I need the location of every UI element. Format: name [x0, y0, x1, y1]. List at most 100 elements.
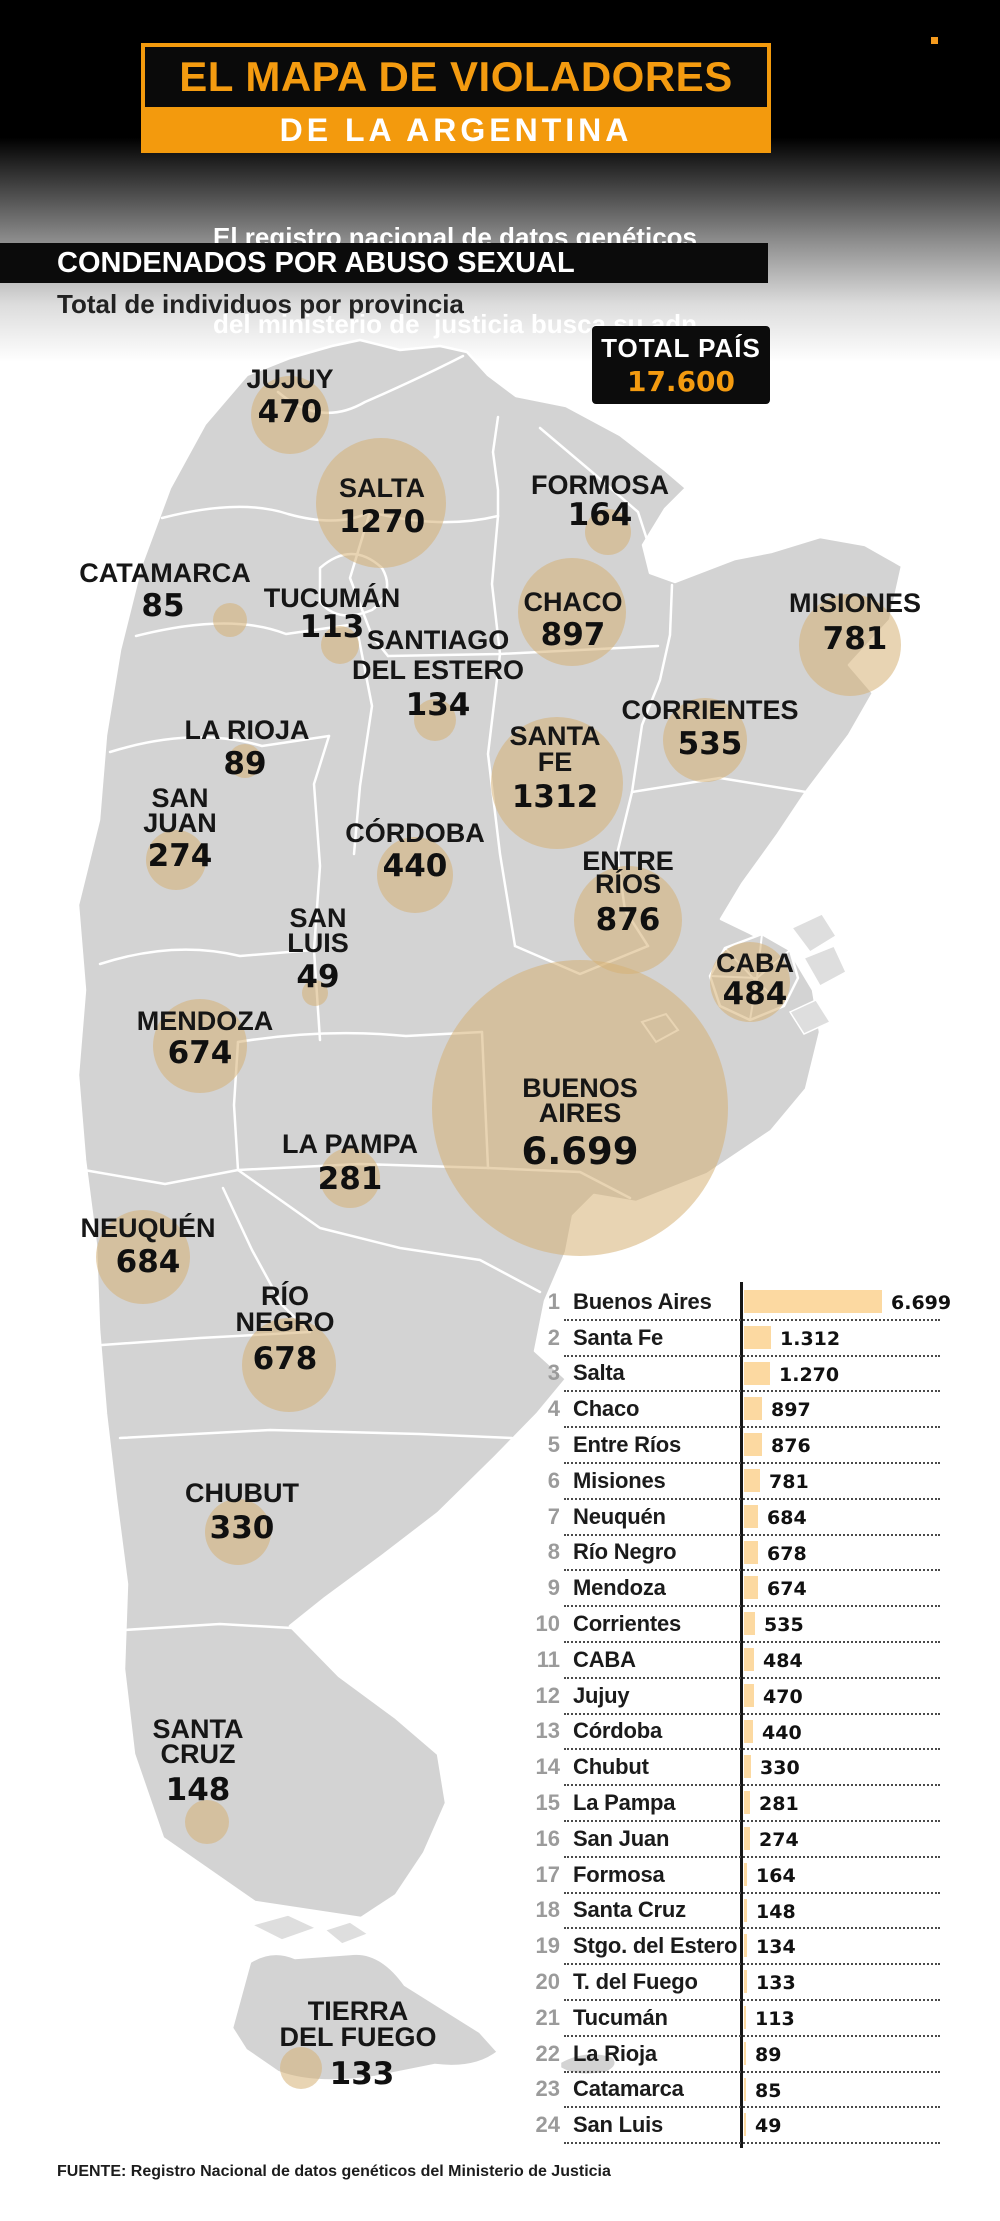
province-name-text: LA RIOJA — [184, 715, 309, 745]
rank-number: 22 — [535, 2040, 560, 2066]
ranking-row-tucuman: 21 Tucumán 113 — [528, 2000, 992, 2037]
ranking-row-jujuy: 12 Jujuy 470 — [528, 1678, 992, 1715]
province-value-text: 6.699 — [521, 1130, 638, 1173]
rank-bar — [744, 2077, 746, 2101]
row-dotted-divider — [564, 1390, 940, 1393]
rank-province-name: Salta — [573, 1360, 625, 1386]
rank-value: 6.699 — [891, 1292, 952, 1314]
rank-number: 4 — [547, 1396, 560, 1422]
row-dotted-divider — [564, 1676, 940, 1679]
row-dotted-divider — [564, 1998, 940, 2001]
ranking-row-caba: 11 CABA 484 — [528, 1642, 992, 1679]
ranking-row-salta: 3 Salta 1.270 — [528, 1356, 992, 1393]
province-name-text: RÍO — [261, 1280, 309, 1311]
province-name-text: JUJUY — [246, 364, 333, 394]
rank-bar — [744, 1325, 771, 1349]
bubble-jujuy — [251, 376, 329, 454]
rank-province-name: Misiones — [573, 1467, 666, 1493]
province-name-text: SANTA — [153, 1714, 244, 1744]
rank-value: 281 — [759, 1793, 799, 1816]
ranking-row-san-luis: 24 San Luis 49 — [528, 2107, 992, 2145]
ranking-row-mendoza: 9 Mendoza 674 — [528, 1570, 992, 1608]
rank-bar — [744, 2041, 746, 2065]
rank-province-name: Mendoza — [573, 1575, 666, 1601]
province-name-text: SAN — [151, 783, 208, 813]
ranking-row-rio-negro: 8 Río Negro 678 — [528, 1535, 992, 1572]
rank-province-name: Neuquén — [573, 1503, 666, 1529]
row-dotted-divider — [564, 1569, 940, 1572]
province-value-text: 330 — [210, 1510, 275, 1546]
ranking-row-cordoba: 13 Córdoba 440 — [528, 1714, 992, 1751]
ranking-row-santa-fe: 2 Santa Fe 1.312 — [528, 1320, 992, 1357]
province-value-text: 148 — [166, 1772, 231, 1808]
bubble-entre-rios — [574, 866, 682, 974]
rank-number: 3 — [547, 1360, 560, 1386]
bubble-caba — [710, 942, 790, 1022]
ranking-row-la-rioja: 22 La Rioja 89 — [528, 2036, 992, 2073]
rank-number: 8 — [547, 1539, 560, 1565]
rank-province-name: Corrientes — [573, 1611, 682, 1637]
bubble-corrientes — [663, 698, 747, 782]
province-value-text: 164 — [568, 497, 633, 533]
rank-value: 274 — [759, 1828, 799, 1851]
rank-province-name: Entre Ríos — [573, 1432, 682, 1458]
province-value-text: 781 — [823, 621, 888, 657]
bubble-santa-fe — [491, 717, 623, 849]
rank-province-name: Chaco — [573, 1396, 640, 1422]
rank-value: 85 — [755, 2079, 782, 2102]
title-box: EL MAPA DE VIOLADORES DE LA ARGENTINA — [141, 43, 771, 153]
row-dotted-divider — [564, 2070, 940, 2073]
bubble-santiago-del-estero — [414, 699, 456, 741]
province-border-line — [490, 514, 502, 656]
province-border-line — [122, 1622, 294, 1632]
province-name-text: CABA — [716, 948, 794, 978]
province-value-text: 678 — [253, 1341, 318, 1377]
rank-value: 330 — [760, 1757, 800, 1780]
rank-number: 20 — [535, 1969, 560, 1995]
bubble-mendoza — [153, 999, 247, 1093]
ranking-row-buenos-aires: 1 Buenos Aires 6.699 — [528, 1284, 992, 1321]
rank-bar — [744, 1719, 753, 1743]
ranking-row-neuquen: 7 Neuquén 684 — [528, 1499, 992, 1536]
province-name-text: CÓRDOBA — [345, 817, 485, 848]
province-name-text: NEGRO — [235, 1307, 334, 1337]
rank-province-name: La Rioja — [573, 2040, 657, 2066]
rank-bar — [744, 1468, 760, 1492]
argentina-bubble-map: JUJUY 470 SALTA 1270 FORMOSA 164 CATAMARCA 85 TU… — [20, 330, 980, 2130]
province-value-text: 274 — [148, 838, 213, 874]
rank-bar — [744, 1612, 755, 1636]
rank-value: 470 — [763, 1685, 803, 1708]
province-border-line — [312, 734, 331, 952]
rank-bar — [744, 1433, 762, 1457]
ranking-row-chubut: 14 Chubut 330 — [528, 1749, 992, 1787]
rank-number: 21 — [535, 2004, 560, 2030]
province-value-text: 897 — [541, 617, 606, 653]
province-name-text: JUAN — [143, 808, 217, 838]
rank-province-name: Chubut — [573, 1754, 649, 1780]
province-border-line — [486, 652, 517, 948]
rank-province-name: Jujuy — [573, 1682, 630, 1708]
province-border-line — [82, 1168, 240, 1186]
bubble-neuquen — [96, 1210, 190, 1304]
province-name-text: DEL ESTERO — [352, 655, 524, 685]
main-title: EL MAPA DE VIOLADORES — [145, 47, 767, 107]
province-value-text: 1312 — [512, 779, 598, 815]
rank-value: 113 — [755, 2007, 795, 2030]
province-name-text: BUENOS — [522, 1073, 638, 1103]
province-border-line — [352, 622, 374, 856]
rank-value: 49 — [755, 2115, 782, 2138]
orange-dot — [931, 37, 938, 44]
rank-province-name: San Juan — [573, 1825, 670, 1851]
bubble-tucuman — [321, 626, 359, 664]
